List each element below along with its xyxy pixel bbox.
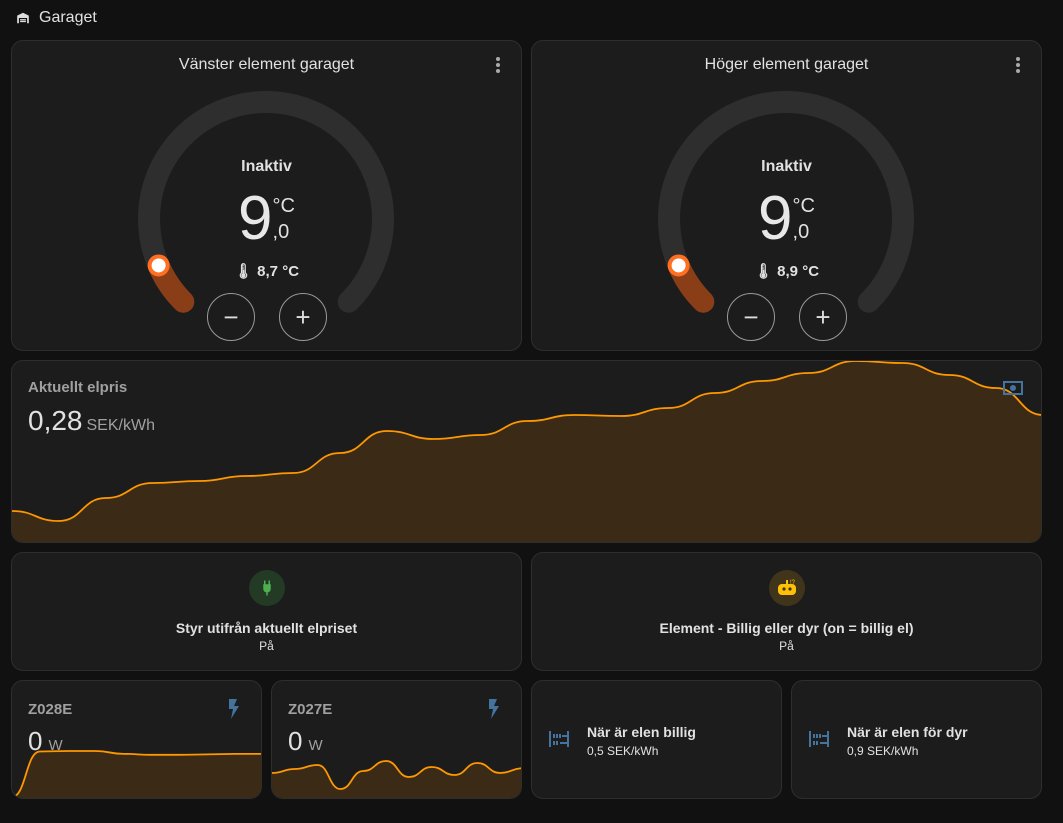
tile-state: På bbox=[779, 639, 794, 653]
dial-handle-dot bbox=[151, 258, 166, 273]
decrease-button[interactable]: − bbox=[727, 293, 775, 341]
price-sensor-card[interactable]: Aktuellt elpris 0,28 SEK/kWh bbox=[11, 360, 1042, 543]
tile-name: Styr utifrån aktuellt elpriset bbox=[175, 620, 358, 636]
chart-line bbox=[12, 750, 261, 798]
flash-icon bbox=[489, 699, 499, 719]
card-title: Höger element garaget bbox=[704, 56, 869, 73]
more-options-icon[interactable] bbox=[1013, 55, 1023, 75]
tile-state: På bbox=[259, 639, 274, 653]
hvac-state: Inaktiv bbox=[761, 158, 812, 175]
target-temperature: 9 °C ,0 bbox=[238, 184, 295, 253]
chart-area bbox=[12, 361, 1041, 542]
entity-state: 0,9 SEK/kWh bbox=[847, 744, 919, 758]
cash-icon bbox=[1003, 381, 1023, 395]
entity-name: När är elen för dyr bbox=[847, 724, 968, 740]
chart-area bbox=[272, 761, 521, 798]
garage-icon bbox=[17, 12, 29, 24]
tile-name: Element - Billig eller dyr (on = billig … bbox=[659, 620, 914, 636]
counter-icon bbox=[549, 731, 569, 747]
view-header: Garaget bbox=[16, 8, 97, 28]
dial-track bbox=[658, 91, 914, 313]
entity-card-billig[interactable]: När är elen billig 0,5 SEK/kWh bbox=[531, 680, 782, 799]
sensor-value: 0,28 SEK/kWh bbox=[28, 405, 155, 436]
svg-text:!?: !? bbox=[790, 580, 796, 586]
entity-state: 0,5 SEK/kWh bbox=[587, 744, 659, 758]
chart-area bbox=[12, 751, 261, 798]
dial-handle-dot bbox=[671, 258, 686, 273]
increase-button[interactable]: + bbox=[799, 293, 847, 341]
increase-button[interactable]: + bbox=[279, 293, 327, 341]
tile-billig-eller-dyr[interactable]: !? Element - Billig eller dyr (on = bill… bbox=[531, 552, 1042, 671]
target-temperature: 9 °C ,0 bbox=[758, 184, 815, 253]
hvac-state: Inaktiv bbox=[241, 158, 292, 175]
entity-card-dyr[interactable]: När är elen för dyr 0,9 SEK/kWh bbox=[791, 680, 1042, 799]
entity-name: När är elen billig bbox=[587, 724, 696, 740]
flash-icon bbox=[229, 699, 239, 719]
price-chart bbox=[12, 361, 1041, 542]
sensor-name: Z028E bbox=[28, 701, 73, 718]
current-temperature: 🌡︎ 8,9 °C bbox=[753, 263, 820, 280]
temperature-dial[interactable] bbox=[532, 41, 1042, 351]
thermostat-card-right: Höger element garaget Inaktiv 9 °C ,0 🌡︎ 8… bbox=[531, 40, 1042, 351]
temperature-dial[interactable] bbox=[12, 41, 522, 351]
decrease-button[interactable]: − bbox=[207, 293, 255, 341]
more-options-icon[interactable] bbox=[493, 55, 503, 75]
power-plug-icon bbox=[248, 570, 285, 606]
robot-icon: !? bbox=[768, 570, 805, 606]
tile-styr-elpris[interactable]: Styr utifrån aktuellt elpriset På bbox=[11, 552, 522, 671]
power-chart bbox=[12, 750, 261, 798]
dial-track bbox=[138, 91, 394, 313]
current-temperature: 🌡︎ 8,7 °C bbox=[233, 263, 300, 280]
chart-line bbox=[272, 760, 521, 790]
sensor-name: Aktuellt elpris bbox=[28, 379, 128, 396]
power-chart bbox=[272, 760, 521, 798]
view-title: Garaget bbox=[39, 9, 97, 26]
sensor-name: Z027E bbox=[288, 701, 333, 718]
counter-icon bbox=[809, 731, 829, 747]
card-title: Vänster element garaget bbox=[178, 56, 355, 73]
chart-line bbox=[12, 361, 1041, 522]
thermostat-card-left: Vänster element garaget Inaktiv 9 °C ,0 🌡︎… bbox=[11, 40, 522, 351]
